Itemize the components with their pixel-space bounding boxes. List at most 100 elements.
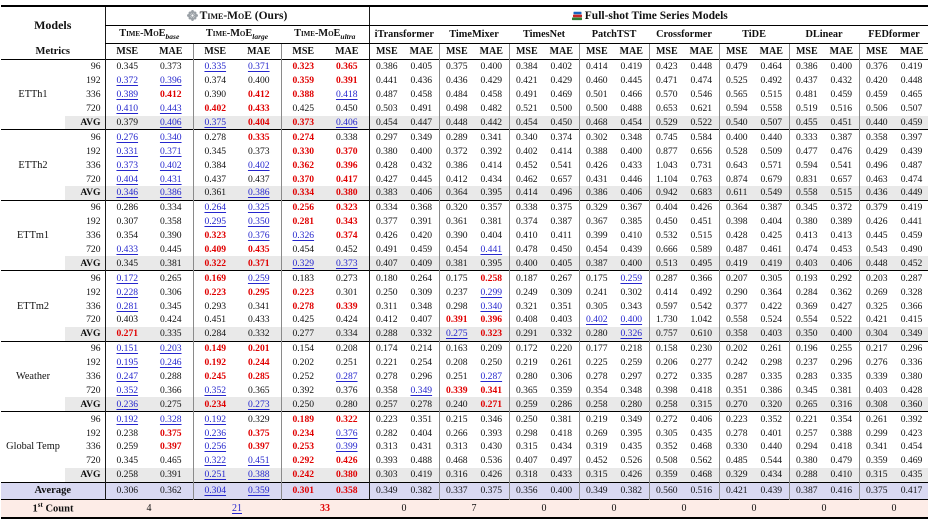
metric-value: 0.331 xyxy=(104,144,149,159)
metric-value: 0.414 xyxy=(508,186,545,201)
metric-value: 0.515 xyxy=(760,89,783,101)
metric-col-header: MAE xyxy=(759,46,783,57)
metric-value: 0.305 xyxy=(648,426,685,441)
horizon-label: 192 xyxy=(86,357,101,369)
metric-value: 0.468 xyxy=(438,453,475,468)
metric-value: 0.286 xyxy=(104,200,149,215)
metric-value: 0.277 xyxy=(690,357,713,369)
metric-value: 0.440 xyxy=(760,131,783,143)
metric-value: 0.297 xyxy=(368,129,405,145)
metric-value: 0.439 xyxy=(620,244,643,256)
metric-value: 0.384 xyxy=(508,59,545,74)
metric-value: 0.335 xyxy=(690,371,713,383)
metric-value: 0.398 xyxy=(648,383,685,398)
metric-value: 0.386 xyxy=(578,186,615,201)
model-header-TimesNet: TimesNet xyxy=(509,25,580,44)
metric-value: 0.452 xyxy=(508,158,545,173)
metric-value: 0.201 xyxy=(247,343,270,355)
metric-value: 0.373 xyxy=(247,145,270,157)
metric-value: 0.221 xyxy=(788,411,825,427)
metric-value: 0.339 xyxy=(438,383,475,398)
average-label: Average xyxy=(1,482,105,500)
metric-value: 0.410 xyxy=(104,101,149,116)
metric-value: 0.421 xyxy=(858,313,895,327)
metric-value: 0.428 xyxy=(900,384,923,396)
metric-value: 0.288 xyxy=(788,467,825,483)
metric-value: 0.375 xyxy=(438,59,475,74)
metric-value: 0.414 xyxy=(480,159,503,171)
metric-value: 0.330 xyxy=(280,144,325,159)
metric-value: 0.180 xyxy=(368,270,405,286)
metric-value: 0.381 xyxy=(438,256,475,271)
table-row: 336 0.389 0.412 0.390 0.412 0.388 0.418 0.487 0.… xyxy=(1,87,928,102)
model-header-FEDformer: FEDformer xyxy=(859,25,928,44)
model-header-Time-MoE-large: Time-MoElarge xyxy=(193,25,281,44)
table-row: 720 0.410 0.443 0.402 0.433 0.425 0.450 0.503 0.… xyxy=(1,101,928,116)
metric-value: 0.359 xyxy=(550,384,573,396)
table-row: 336 0.373 0.402 0.384 0.402 0.362 0.396 0.428 0.… xyxy=(1,158,928,173)
metric-value: 0.521 xyxy=(508,101,545,116)
metric-value: 0.256 xyxy=(280,200,325,215)
metric-value: 0.418 xyxy=(830,441,853,453)
metric-value: 0.302 xyxy=(578,129,615,145)
horizon-label: 720 xyxy=(86,384,101,396)
metric-value: 0.441 xyxy=(900,216,923,228)
metric-value: 0.364 xyxy=(438,186,475,201)
metric-value: 0.433 xyxy=(544,467,580,483)
metric-value: 0.250 xyxy=(480,357,503,369)
metric-value: 0.214 xyxy=(410,343,433,355)
model-header-PatchTST: PatchTST xyxy=(579,25,650,44)
metric-value: 0.404 xyxy=(237,115,281,130)
metric-value: 0.281 xyxy=(104,299,149,314)
metric-value: 0.610 xyxy=(684,326,720,342)
metric-value: 0.351 xyxy=(550,300,573,312)
table-row: Weather 96 0.151 0.203 0.149 0.201 0.154 0.208 0… xyxy=(1,341,928,382)
metric-value: 0.392 xyxy=(900,413,923,425)
metric-value: 0.298 xyxy=(438,299,475,314)
metric-value: 0.385 xyxy=(620,216,643,228)
metric-value: 0.410 xyxy=(620,230,643,242)
metric-value: 0.406 xyxy=(325,115,370,130)
metric-col-header: MSE xyxy=(368,43,405,60)
metric-value: 0.406 xyxy=(614,186,650,201)
metric-value: 0.265 xyxy=(159,272,182,284)
metric-value: 0.448 xyxy=(900,75,923,87)
metric-value: 0.172 xyxy=(508,341,545,356)
metric-value: 0.278 xyxy=(280,299,325,314)
metric-value: 0.507 xyxy=(900,103,923,115)
metric-value: 0.308 xyxy=(858,397,895,412)
metric-value: 1.730 xyxy=(648,313,685,327)
metric-value: 0.404 xyxy=(104,172,149,187)
metric-value: 0.218 xyxy=(620,343,643,355)
metric-value: 0.465 xyxy=(159,455,182,467)
model-header-row: Time-MoEbase Time-MoElarge Time-MoEultra iT… xyxy=(1,25,928,44)
metric-value: 0.335 xyxy=(192,59,237,74)
metric-value: 0.454 xyxy=(438,242,475,257)
metric-value: 0.281 xyxy=(280,214,325,229)
metric-value: 0.252 xyxy=(280,369,325,384)
metric-value: 0.289 xyxy=(438,129,475,145)
table-row: 192 0.238 0.375 0.236 0.375 0.234 0.376 0.282 0.… xyxy=(1,426,928,441)
metric-value: 0.500 xyxy=(578,101,615,116)
metric-col-header: MSE xyxy=(578,43,615,60)
horizon-label: 96 xyxy=(90,202,101,214)
horizon-label: AVG xyxy=(65,186,105,201)
metric-value: 0.285 xyxy=(247,371,270,383)
metric-value: 0.526 xyxy=(620,455,643,467)
metric-value: 0.597 xyxy=(648,299,685,314)
metric-value: 0.278 xyxy=(368,369,405,384)
metric-value: 0.443 xyxy=(159,103,182,115)
metric-col-header: MSE xyxy=(508,43,545,60)
metric-value: 0.149 xyxy=(192,341,237,356)
metric-value: 0.657 xyxy=(550,173,573,185)
metric-value: 0.359 xyxy=(280,73,325,88)
metric-value: 0.376 xyxy=(247,230,270,242)
count-value: 0 xyxy=(789,499,860,518)
metric-value: 0.396 xyxy=(335,159,358,171)
metric-value: 0.611 xyxy=(718,186,755,201)
metric-value: 0.223 xyxy=(280,285,325,300)
metric-value: 0.424 xyxy=(335,314,358,326)
metric-value: 0.412 xyxy=(159,89,182,101)
metric-value: 0.546 xyxy=(690,89,713,101)
metric-value: 0.454 xyxy=(578,242,615,257)
